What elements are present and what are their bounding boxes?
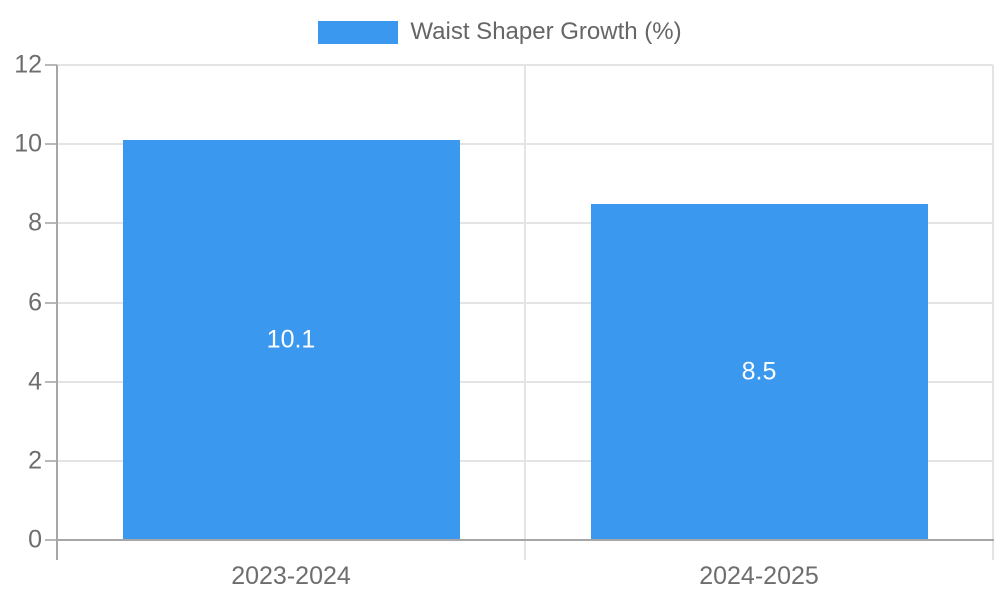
y-axis-line <box>56 65 58 560</box>
y-axis-tick-label: 0 <box>28 525 42 554</box>
legend-label: Waist Shaper Growth (%) <box>410 18 682 45</box>
y-axis-tick-label: 8 <box>28 208 42 237</box>
x-axis-line <box>56 539 994 541</box>
bar-2024-2025[interactable] <box>590 203 928 540</box>
y-axis-tick <box>45 301 57 304</box>
y-axis-tick-label: 2 <box>28 446 42 475</box>
x-axis-category-label: 2023-2024 <box>231 562 351 590</box>
y-axis-tick <box>45 539 57 541</box>
x-axis-category-label: 2024-2025 <box>699 562 819 590</box>
y-axis-tick <box>45 222 57 225</box>
y-axis-tick <box>45 380 57 383</box>
y-axis-tick-label: 6 <box>28 288 42 316</box>
bar-2023-2024[interactable] <box>122 140 460 540</box>
category-boundary-gridline <box>524 65 526 560</box>
bar-value-label: 8.5 <box>741 357 777 386</box>
bar-value-label: 10.1 <box>266 325 316 354</box>
category-boundary-gridline <box>992 65 994 560</box>
y-axis-tick-label: 4 <box>28 367 42 396</box>
chart-legend: Waist Shaper Growth (%) <box>0 18 1000 46</box>
y-axis-tick <box>45 459 57 462</box>
y-axis-tick <box>45 143 57 146</box>
y-axis-tick-label: 12 <box>14 50 42 79</box>
y-axis-tick-label: 10 <box>14 129 42 158</box>
y-axis-tick <box>45 64 57 66</box>
legend-color-swatch[interactable] <box>318 20 399 44</box>
